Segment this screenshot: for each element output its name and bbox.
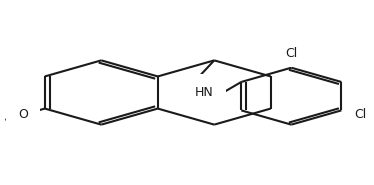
Text: O: O <box>18 108 28 121</box>
Text: HN: HN <box>194 86 213 99</box>
Text: Cl: Cl <box>285 47 297 60</box>
Text: Cl: Cl <box>354 107 367 121</box>
